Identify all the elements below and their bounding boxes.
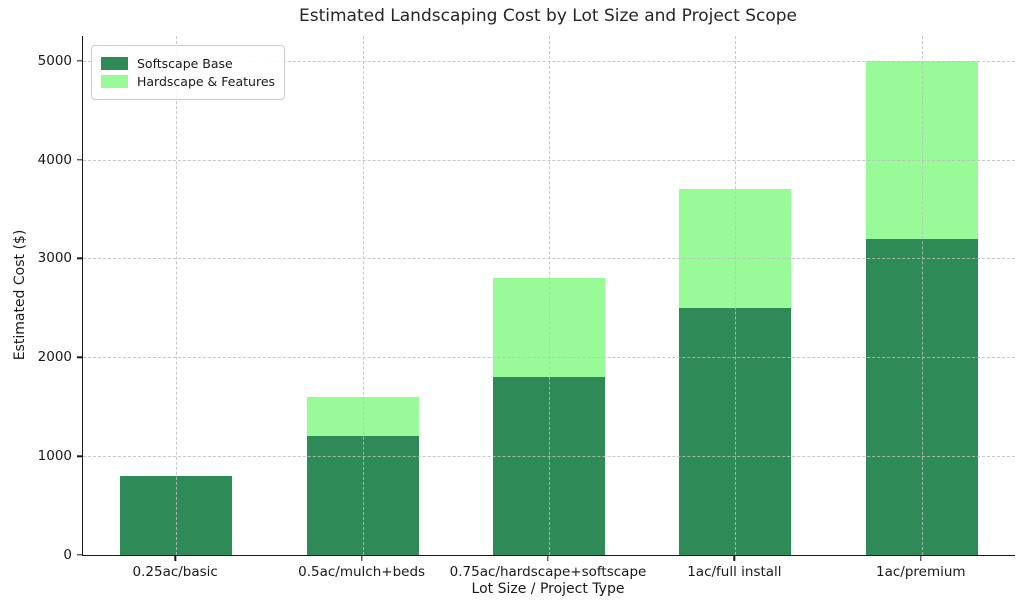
bar-segment-1ac-premium-hardscape-features [865, 60, 978, 239]
legend-swatch-softscape-base [101, 57, 128, 70]
bar-segment-0-25ac-basic-softscape-base [120, 475, 233, 555]
bar-segment-0-75ac-hardscape-softscape-softscape-base [493, 377, 605, 555]
y-tick-mark-5000 [77, 60, 82, 62]
y-tick-mark-0 [77, 554, 82, 556]
y-tick-label-1000: 1000 [37, 448, 72, 465]
bar-segment-0-75ac-hardscape-softscape-hardscape-features [493, 278, 605, 378]
plot-area: Softscape Base Hardscape & Features [82, 36, 1015, 556]
grid-layer [83, 36, 1015, 555]
x-tick-label-1ac-full-install: 1ac/full install [687, 564, 782, 580]
x-tick-mark-1ac-premium [920, 556, 922, 561]
y-tick-mark-1000 [77, 455, 82, 457]
y-tick-mark-3000 [77, 257, 82, 260]
bar-segment-0-5ac-mulch-beds-hardscape-features [306, 396, 419, 437]
legend-entry-hardscape-features: Hardscape & Features [101, 74, 275, 89]
y-tick-label-2000: 2000 [37, 349, 72, 366]
y-tick-mark-2000 [77, 356, 82, 358]
legend: Softscape Base Hardscape & Features [91, 45, 286, 100]
y-tick-label-3000: 3000 [37, 250, 72, 267]
x-tick-mark-0-75ac-hardscape-softscape [547, 556, 549, 561]
y-tick-label-0: 0 [63, 547, 72, 563]
x-tick-label-0-25ac-basic: 0.25ac/basic [132, 564, 218, 580]
gridline-x-1ac-premium [921, 36, 923, 555]
y-tick-mark-4000 [77, 158, 82, 161]
x-tick-label-0-5ac-mulch-beds: 0.5ac/mulch+beds [298, 564, 426, 580]
legend-swatch-hardscape-features [101, 75, 128, 88]
x-axis-label: Lot Size / Project Type [471, 581, 625, 597]
gridline-x-1ac-full-install [735, 36, 737, 555]
legend-label-softscape-base: Softscape Base [137, 56, 233, 71]
y-tick-label-5000: 5000 [37, 52, 72, 69]
legend-entry-softscape-base: Softscape Base [101, 56, 275, 71]
legend-label-hardscape-features: Hardscape & Features [137, 74, 276, 89]
x-tick-label-0-75ac-hardscape-softscape: 0.75ac/hardscape+softscape [449, 564, 647, 580]
bar-segment-1ac-full-install-hardscape-features [679, 189, 792, 308]
y-axis-label: Estimated Cost ($) [12, 229, 28, 361]
gridline-x-0-25ac-basic [176, 36, 178, 555]
x-tick-mark-1ac-full-install [733, 556, 736, 561]
x-tick-mark-0-5ac-mulch-beds [360, 556, 363, 561]
chart-title: Estimated Landscaping Cost by Lot Size a… [299, 6, 797, 26]
gridline-x-0-75ac-hardscape-softscape [549, 36, 550, 555]
gridline-x-0-5ac-mulch-beds [362, 36, 364, 555]
x-tick-label-1ac-premium: 1ac/premium [876, 564, 966, 580]
y-tick-label-4000: 4000 [37, 151, 72, 168]
bar-segment-1ac-full-install-softscape-base [679, 307, 792, 555]
x-tick-mark-0-25ac-basic [174, 556, 176, 561]
bar-segment-1ac-premium-softscape-base [865, 238, 978, 555]
